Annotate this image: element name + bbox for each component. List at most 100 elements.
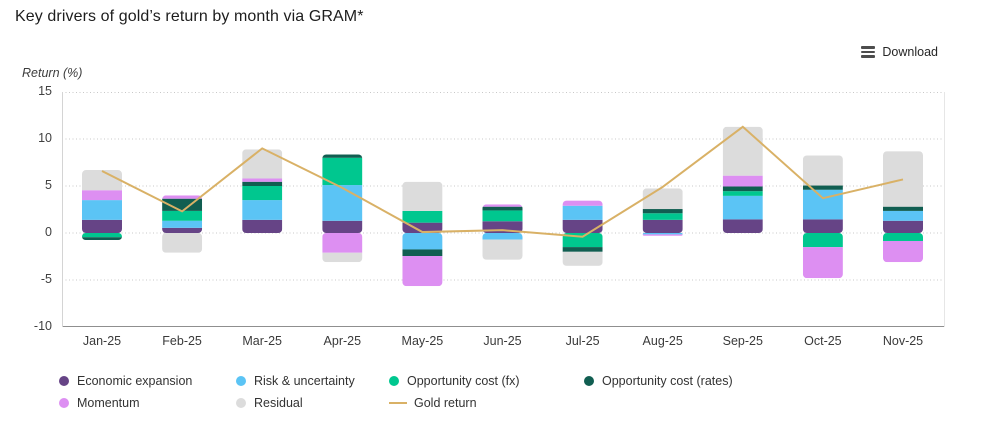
bar-segment-momentum-may-25 xyxy=(402,256,443,287)
bar-segment-residual-nov-25 xyxy=(883,151,923,207)
legend-label-opportunity-cost-fx: Opportunity cost (fx) xyxy=(407,374,520,388)
bar-segment-economic-expansion-aug-25 xyxy=(642,219,683,233)
bar-segment-opportunity-cost-fx-mar-25 xyxy=(242,186,283,201)
bar-segment-economic-expansion-nov-25 xyxy=(883,220,923,233)
legend-item-momentum[interactable]: Momentum xyxy=(59,395,236,411)
x-tick-label-aug-25: Aug-25 xyxy=(642,334,683,348)
menu-lines-icon xyxy=(861,46,876,58)
x-tick-label-mar-25: Mar-25 xyxy=(242,334,282,348)
bar-segment-residual-jul-25 xyxy=(562,251,603,266)
x-tick-label-apr-25: Apr-25 xyxy=(323,334,362,348)
bar-segment-economic-expansion-sep-25 xyxy=(722,219,763,233)
legend: Economic expansion Risk & uncertainty Oppo… xyxy=(59,373,733,411)
x-tick-label-jul-25: Jul-25 xyxy=(565,334,600,348)
bar-segment-momentum-oct-25 xyxy=(802,247,843,279)
bar-segment-residual-oct-25 xyxy=(802,155,843,186)
bar-segment-opportunity-cost-rates-nov-25 xyxy=(883,206,923,211)
bar-segment-momentum-sep-25 xyxy=(722,175,763,187)
y-tick-label--10: -10 xyxy=(33,319,52,333)
bar-segment-risk-uncertainty-mar-25 xyxy=(242,200,283,220)
bar-segment-risk-uncertainty-jul-25 xyxy=(562,205,603,220)
bar-segment-economic-expansion-may-25 xyxy=(402,222,443,233)
download-label: Download xyxy=(882,45,938,59)
legend-label-opportunity-cost-rates: Opportunity cost (rates) xyxy=(602,374,733,388)
y-axis-tick-labels: 15 10 5 0 -5 -10 xyxy=(0,0,52,429)
legend-item-risk-uncertainty[interactable]: Risk & uncertainty xyxy=(236,373,389,389)
bar-segment-momentum-apr-25 xyxy=(322,233,363,253)
page-title: Key drivers of gold’s return by month vi… xyxy=(15,8,364,25)
circle-swatch-icon-economic-expansion xyxy=(59,376,69,386)
legend-label-risk-uncertainty: Risk & uncertainty xyxy=(254,374,355,388)
bar-segment-residual-jun-25 xyxy=(482,239,523,260)
line-swatch-icon-gold-return xyxy=(389,401,407,405)
bar-segment-residual-feb-25 xyxy=(162,233,203,253)
bar-segment-opportunity-cost-rates-jul-25 xyxy=(562,247,603,252)
plot-area-wrap xyxy=(62,92,945,328)
y-tick-label-15: 15 xyxy=(38,84,52,98)
x-tick-label-oct-25: Oct-25 xyxy=(804,334,842,348)
bar-segment-momentum-jul-25 xyxy=(562,200,603,206)
x-axis-tick-labels: Jan-25 Feb-25 Mar-25 Apr-25 May-25 Jun-25 Jul-… xyxy=(62,334,945,350)
bar-segment-opportunity-cost-rates-oct-25 xyxy=(802,185,843,190)
plot-area xyxy=(62,92,945,327)
y-axis-title: Return (%) xyxy=(22,66,83,80)
legend-label-momentum: Momentum xyxy=(77,396,140,410)
bar-segment-opportunity-cost-rates-jan-25 xyxy=(82,237,122,241)
bar-segment-opportunity-cost-fx-oct-25 xyxy=(802,233,843,248)
bar-segment-risk-uncertainty-jun-25 xyxy=(482,233,523,240)
bar-segment-opportunity-cost-fx-aug-25 xyxy=(642,213,683,220)
bar-segment-residual-may-25 xyxy=(402,181,443,211)
bar-segment-momentum-jun-25 xyxy=(482,204,523,207)
x-tick-label-may-25: May-25 xyxy=(401,334,444,348)
bar-segment-momentum-feb-25 xyxy=(162,195,203,199)
bar-segment-economic-expansion-apr-25 xyxy=(322,220,363,233)
bar-segment-economic-expansion-jul-25 xyxy=(562,219,603,233)
bar-segment-opportunity-cost-fx-sep-25 xyxy=(722,191,763,196)
bar-segment-residual-jan-25 xyxy=(82,170,122,191)
x-tick-label-jan-25: Jan-25 xyxy=(82,334,122,348)
bar-segment-economic-expansion-feb-25 xyxy=(162,227,203,233)
legend-label-residual: Residual xyxy=(254,396,303,410)
y-tick-label-10: 10 xyxy=(38,131,52,145)
circle-swatch-icon-residual xyxy=(236,398,246,408)
legend-item-opportunity-cost-rates[interactable]: Opportunity cost (rates) xyxy=(584,373,733,389)
bar-segment-momentum-aug-25 xyxy=(642,234,683,236)
bar-segment-momentum-mar-25 xyxy=(242,178,283,182)
bar-segment-economic-expansion-mar-25 xyxy=(242,219,283,233)
bar-segment-opportunity-cost-fx-jan-25 xyxy=(82,233,122,238)
y-tick-label-0: 0 xyxy=(45,225,52,239)
bar-segment-opportunity-cost-rates-sep-25 xyxy=(722,186,763,192)
legend-item-gold-return[interactable]: Gold return xyxy=(389,395,584,411)
legend-item-economic-expansion[interactable]: Economic expansion xyxy=(59,373,236,389)
bar-segment-risk-uncertainty-sep-25 xyxy=(722,195,763,220)
bar-segment-opportunity-cost-fx-may-25 xyxy=(402,210,443,223)
bar-segment-opportunity-cost-rates-feb-25 xyxy=(162,198,203,211)
bar-segment-risk-uncertainty-aug-25 xyxy=(642,233,683,235)
bar-segment-residual-sep-25 xyxy=(722,126,763,176)
legend-item-residual[interactable]: Residual xyxy=(236,395,389,411)
bar-segment-opportunity-cost-rates-apr-25 xyxy=(322,154,363,158)
bar-segment-economic-expansion-jan-25 xyxy=(82,219,122,233)
bar-segment-risk-uncertainty-feb-25 xyxy=(162,220,203,228)
y-tick-label-5: 5 xyxy=(45,178,52,192)
x-tick-label-feb-25: Feb-25 xyxy=(162,334,202,348)
bar-segment-opportunity-cost-rates-jun-25 xyxy=(482,206,523,211)
gold-return-line xyxy=(101,125,904,238)
x-tick-label-sep-25: Sep-25 xyxy=(722,334,763,348)
x-tick-label-nov-25: Nov-25 xyxy=(882,334,924,348)
bar-segment-momentum-jan-25 xyxy=(82,190,122,201)
bar-segment-risk-uncertainty-apr-25 xyxy=(322,185,363,221)
bar-segment-residual-aug-25 xyxy=(642,188,683,210)
bar-segment-opportunity-cost-fx-jun-25 xyxy=(482,210,523,222)
legend-item-opportunity-cost-fx[interactable]: Opportunity cost (fx) xyxy=(389,373,584,389)
bar-segment-momentum-nov-25 xyxy=(883,240,923,263)
bar-segment-economic-expansion-oct-25 xyxy=(802,219,843,233)
bar-segment-opportunity-cost-fx-feb-25 xyxy=(162,210,203,221)
bar-segment-opportunity-cost-rates-may-25 xyxy=(402,249,443,257)
y-tick-label--5: -5 xyxy=(40,272,52,286)
legend-label-economic-expansion: Economic expansion xyxy=(77,374,193,388)
bar-segment-risk-uncertainty-jan-25 xyxy=(82,200,122,220)
circle-swatch-icon-risk-uncertainty xyxy=(236,376,246,386)
download-button[interactable]: Download xyxy=(861,45,938,59)
